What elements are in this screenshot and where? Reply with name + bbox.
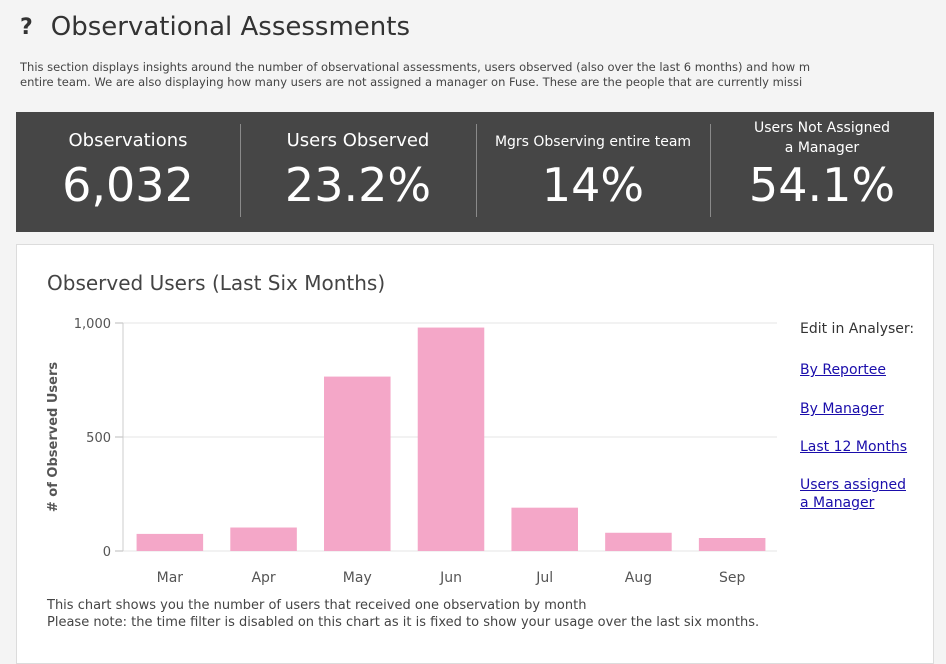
- kpi-divider: [710, 124, 711, 217]
- x-tick-label: Aug: [625, 570, 652, 586]
- observed-users-chart: 0 500 1,000 # of Observed Users Mar Apr May Jun…: [46, 317, 777, 586]
- chart-footnote-2: Please note: the time filter is disabled…: [47, 615, 760, 630]
- description-line-1: This section displays insights around th…: [20, 60, 811, 74]
- x-tick-label: Jun: [439, 570, 462, 586]
- x-tick-label: Mar: [157, 570, 184, 586]
- kpi-label-line-1: Users Not Assigned: [754, 120, 890, 136]
- bar-may[interactable]: [324, 376, 391, 551]
- x-tick-label: May: [343, 570, 372, 586]
- kpi-value: 14%: [541, 158, 645, 212]
- kpi-value: 23.2%: [284, 158, 432, 212]
- kpi-divider: [240, 124, 241, 217]
- link-last-12-months[interactable]: Last 12 Months: [800, 439, 908, 455]
- bar-sep[interactable]: [698, 538, 766, 551]
- section-description: This section displays insights around th…: [20, 60, 946, 90]
- link-by-manager[interactable]: By Manager: [800, 401, 884, 417]
- kpi-label-line-2: a Manager: [784, 140, 860, 156]
- link-by-reportee[interactable]: By Reportee: [800, 362, 886, 378]
- bar-jun[interactable]: [417, 327, 485, 551]
- y-tick-label: 1,000: [74, 317, 111, 332]
- link-line-2: a Manager: [800, 495, 875, 511]
- y-axis-label: # of Observed Users: [46, 362, 61, 512]
- kpi-users-not-assigned: Users Not Assigned a Manager 54.1%: [710, 112, 934, 232]
- kpi-value: 6,032: [62, 158, 194, 212]
- description-line-2: entire team. We are also displaying how …: [20, 75, 803, 89]
- kpi-users-observed: Users Observed 23.2%: [240, 112, 476, 232]
- kpi-label: Mgrs Observing entire team: [494, 134, 692, 150]
- y-tick-label: 500: [86, 431, 111, 446]
- x-tick-label: Apr: [251, 570, 275, 586]
- kpi-value: 54.1%: [748, 158, 896, 212]
- chart-title: Observed Users (Last Six Months): [47, 271, 386, 295]
- x-tick-label: Jul: [535, 570, 553, 586]
- bar-mar[interactable]: [136, 533, 204, 551]
- analyser-title: Edit in Analyser:: [800, 321, 915, 337]
- y-tick-label: 0: [103, 545, 111, 560]
- chart-card: Observed Users (Last Six Months) 0 500 1,0…: [16, 244, 934, 664]
- kpi-label: Users Not Assigned a Manager: [710, 118, 934, 158]
- x-tick-label: Sep: [719, 570, 746, 586]
- link-line-1: Users assigned: [800, 477, 906, 493]
- kpi-observations: Observations 6,032: [16, 112, 240, 232]
- kpi-bar: Observations 6,032 Users Observed 23.2% …: [16, 112, 934, 232]
- chart-footnote-1: This chart shows you the number of users…: [47, 598, 587, 613]
- bar-apr[interactable]: [230, 527, 297, 551]
- section-title: Observational Assessments: [50, 12, 411, 42]
- section-header: ? Observational Assessments: [20, 12, 410, 42]
- question-mark-icon[interactable]: ?: [20, 14, 33, 40]
- kpi-mgrs-observing: Mgrs Observing entire team 14%: [476, 112, 710, 232]
- bar-jul[interactable]: [511, 507, 578, 551]
- kpi-label: Observations: [68, 130, 188, 151]
- kpi-label: Users Observed: [286, 130, 430, 151]
- kpi-divider: [476, 124, 477, 217]
- bar-aug[interactable]: [605, 532, 672, 551]
- link-users-assigned-manager[interactable]: Users assigned a Manager: [800, 476, 906, 512]
